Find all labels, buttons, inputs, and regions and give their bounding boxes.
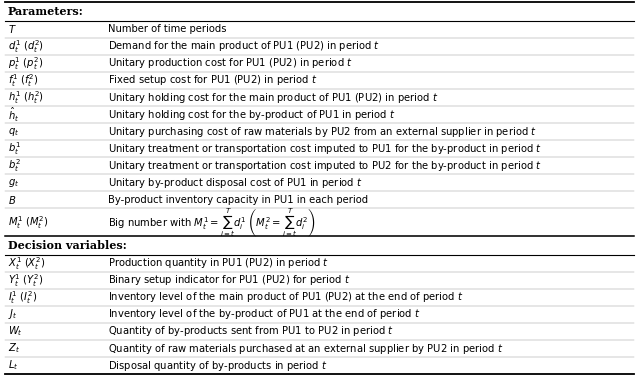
Text: $J_t$: $J_t$	[8, 307, 17, 321]
Text: Unitary holding cost for the by-product of PU1 in period $t$: Unitary holding cost for the by-product …	[108, 108, 396, 121]
Text: $B$: $B$	[8, 194, 16, 206]
Text: Binary setup indicator for PU1 (PU2) for period $t$: Binary setup indicator for PU1 (PU2) for…	[108, 273, 350, 287]
Text: Parameters:: Parameters:	[8, 6, 83, 17]
Text: Big number with $M_t^1 = \sum_{i=t}^{T} d_i^1\ \left(M_t^2 = \sum_{i=t}^{T} d_i^: Big number with $M_t^1 = \sum_{i=t}^{T} …	[108, 206, 316, 239]
Text: $Z_t$: $Z_t$	[8, 342, 20, 355]
Text: Unitary purchasing cost of raw materials by PU2 from an external supplier in per: Unitary purchasing cost of raw materials…	[108, 125, 537, 139]
Text: Number of time periods: Number of time periods	[108, 24, 227, 34]
Text: Inventory level of the by-product of PU1 at the end of period $t$: Inventory level of the by-product of PU1…	[108, 307, 421, 321]
Text: Fixed setup cost for PU1 (PU2) in period $t$: Fixed setup cost for PU1 (PU2) in period…	[108, 73, 318, 88]
Text: $T$: $T$	[8, 23, 17, 35]
Text: $f_t^1\ (f_t^2)$: $f_t^1\ (f_t^2)$	[8, 72, 38, 89]
Text: $L_t$: $L_t$	[8, 359, 18, 373]
Text: Unitary treatment or transportation cost imputed to PU1 for the by-product in pe: Unitary treatment or transportation cost…	[108, 142, 542, 156]
Text: Unitary by-product disposal cost of PU1 in period $t$: Unitary by-product disposal cost of PU1 …	[108, 176, 363, 190]
Text: $I_t^1\ (I_t^2)$: $I_t^1\ (I_t^2)$	[8, 289, 37, 306]
Text: Unitary treatment or transportation cost imputed to PU2 for the by-product in pe: Unitary treatment or transportation cost…	[108, 159, 542, 173]
Text: $h_t^1\ (h_t^2)$: $h_t^1\ (h_t^2)$	[8, 89, 43, 106]
Text: $b_t^1$: $b_t^1$	[8, 140, 20, 157]
Text: Decision variables:: Decision variables:	[8, 240, 126, 251]
Text: $M_t^1\ (M_t^2)$: $M_t^1\ (M_t^2)$	[8, 214, 48, 230]
Text: Quantity of raw materials purchased at an external supplier by PU2 in period $t$: Quantity of raw materials purchased at a…	[108, 341, 504, 355]
Text: Unitary production cost for PU1 (PU2) in period $t$: Unitary production cost for PU1 (PU2) in…	[108, 56, 353, 70]
Text: $Y_t^1\ (Y_t^2)$: $Y_t^1\ (Y_t^2)$	[8, 272, 43, 289]
Text: Inventory level of the main product of PU1 (PU2) at the end of period $t$: Inventory level of the main product of P…	[108, 290, 464, 304]
Text: $q_t$: $q_t$	[8, 126, 19, 138]
Text: $g_t$: $g_t$	[8, 177, 19, 189]
Text: $p_t^1\ (p_t^2)$: $p_t^1\ (p_t^2)$	[8, 55, 43, 72]
Text: Unitary holding cost for the main product of PU1 (PU2) in period $t$: Unitary holding cost for the main produc…	[108, 91, 439, 105]
Text: $\hat{h}_t$: $\hat{h}_t$	[8, 106, 19, 124]
Text: Demand for the main product of PU1 (PU2) in period $t$: Demand for the main product of PU1 (PU2)…	[108, 39, 380, 53]
Text: Disposal quantity of by-products in period $t$: Disposal quantity of by-products in peri…	[108, 359, 328, 373]
Text: Production quantity in PU1 (PU2) in period $t$: Production quantity in PU1 (PU2) in peri…	[108, 256, 329, 270]
Text: Quantity of by-products sent from PU1 to PU2 in period $t$: Quantity of by-products sent from PU1 to…	[108, 324, 394, 338]
Text: By-product inventory capacity in PU1 in each period: By-product inventory capacity in PU1 in …	[108, 195, 368, 205]
Text: $W_t$: $W_t$	[8, 324, 22, 338]
Text: $d_t^1\ (d_t^2)$: $d_t^1\ (d_t^2)$	[8, 38, 43, 55]
Text: $b_t^2$: $b_t^2$	[8, 158, 20, 174]
Text: $X_t^1\ (X_t^2)$: $X_t^1\ (X_t^2)$	[8, 255, 45, 271]
